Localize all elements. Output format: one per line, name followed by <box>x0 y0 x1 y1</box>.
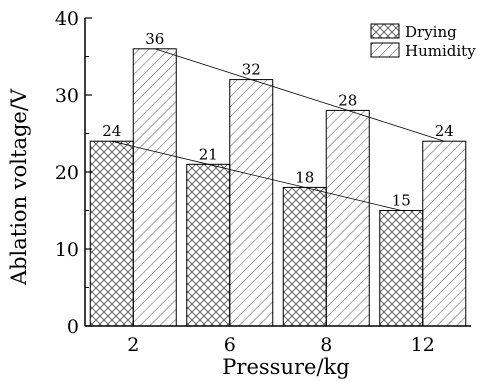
x-tick-label-12: 12 <box>411 334 435 356</box>
x-tick-label-2: 2 <box>127 334 139 356</box>
trend-line-humidity <box>154 48 445 142</box>
data-label-humidity-6: 32 <box>242 61 261 79</box>
bar-drying-8 <box>282 186 327 327</box>
legend-label-humidity: Humidity <box>405 42 476 60</box>
y-tick-label-40: 40 <box>55 8 79 30</box>
legend-swatch-drying <box>370 23 400 39</box>
bar-humidity-2 <box>132 48 177 327</box>
trend-line-drying <box>111 140 402 211</box>
bar-humidity-12 <box>422 140 467 327</box>
axes: 0 10 20 30 40 2 6 8 12 <box>55 8 471 356</box>
y-tick-label-20: 20 <box>55 162 79 184</box>
x-tick-label-8: 8 <box>320 334 332 356</box>
data-label-drying-12: 15 <box>392 192 411 210</box>
y-tick-label-10: 10 <box>55 239 79 261</box>
x-tick-label-6: 6 <box>224 334 236 356</box>
legend-swatch-humidity <box>370 42 400 58</box>
bar-drying-6 <box>186 163 231 327</box>
trend-lines <box>111 48 445 211</box>
data-labels: 24 21 18 15 36 32 28 24 <box>102 30 454 210</box>
bar-drying-12 <box>379 210 424 327</box>
data-label-drying-2: 24 <box>102 122 121 140</box>
data-label-drying-6: 21 <box>199 145 218 163</box>
y-axis-title: Ablation voltage/V <box>7 88 31 286</box>
bars-layer <box>89 48 467 327</box>
data-label-humidity-12: 24 <box>435 122 454 140</box>
data-label-humidity-2: 36 <box>145 30 164 48</box>
y-tick-label-0: 0 <box>67 316 79 338</box>
bar-humidity-6 <box>229 79 274 327</box>
data-label-humidity-8: 28 <box>338 91 357 109</box>
x-axis-title: Pressure/kg <box>222 355 349 379</box>
bar-drying-2 <box>89 140 134 327</box>
y-tick-label-30: 30 <box>55 85 79 107</box>
data-label-drying-8: 18 <box>295 168 314 186</box>
legend-label-drying: Drying <box>405 23 457 41</box>
bar-humidity-8 <box>325 109 370 327</box>
